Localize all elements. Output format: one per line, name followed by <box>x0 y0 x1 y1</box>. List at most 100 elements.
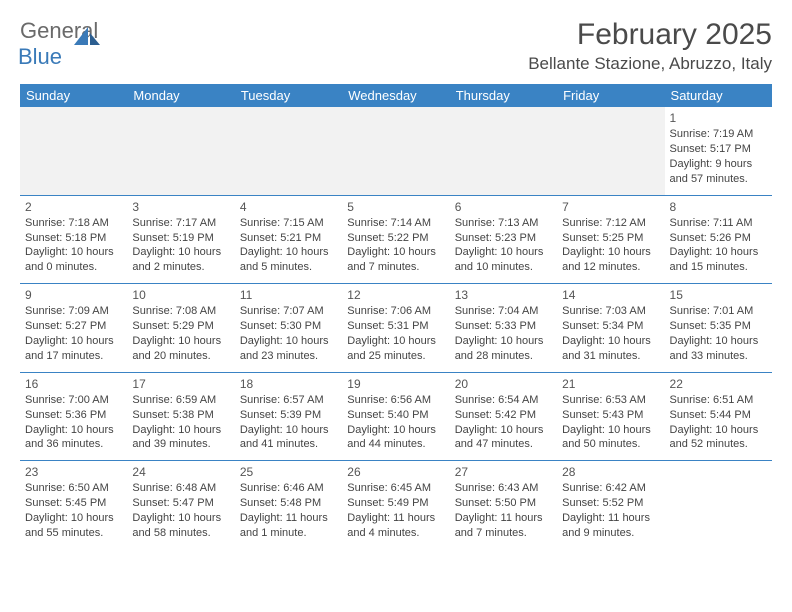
day-sunrise: Sunrise: 6:54 AM <box>455 393 552 408</box>
day-number: 25 <box>240 464 337 480</box>
day-day2: and 0 minutes. <box>25 260 122 275</box>
day-sunset: Sunset: 5:23 PM <box>455 231 552 246</box>
calendar-cell <box>342 107 449 195</box>
day-sunset: Sunset: 5:42 PM <box>455 408 552 423</box>
day-day2: and 7 minutes. <box>455 526 552 541</box>
day-sunset: Sunset: 5:27 PM <box>25 319 122 334</box>
calendar-cell <box>235 107 342 195</box>
day-day1: Daylight: 10 hours <box>670 423 767 438</box>
day-day1: Daylight: 10 hours <box>670 245 767 260</box>
day-sunrise: Sunrise: 7:09 AM <box>25 304 122 319</box>
calendar-row: 2Sunrise: 7:18 AMSunset: 5:18 PM Daylight… <box>20 195 772 284</box>
day-sunset: Sunset: 5:25 PM <box>562 231 659 246</box>
col-saturday: Saturday <box>665 84 772 107</box>
day-day1: Daylight: 9 hours <box>670 157 767 172</box>
calendar-cell: 7Sunrise: 7:12 AMSunset: 5:25 PMDaylight… <box>557 195 664 284</box>
calendar-cell: 17Sunrise: 6:59 AMSunset: 5:38 PMDayligh… <box>127 372 234 461</box>
day-day1: Daylight: 10 hours <box>455 423 552 438</box>
title-block: February 2025 Bellante Stazione, Abruzzo… <box>528 18 772 74</box>
calendar-cell: 19Sunrise: 6:56 AMSunset: 5:40 PMDayligh… <box>342 372 449 461</box>
calendar-cell: 24Sunrise: 6:48 AMSunset: 5:47 PMDayligh… <box>127 461 234 549</box>
page-title: February 2025 <box>528 18 772 52</box>
calendar-cell: 13Sunrise: 7:04 AMSunset: 5:33 PMDayligh… <box>450 284 557 373</box>
day-sunrise: Sunrise: 7:14 AM <box>347 216 444 231</box>
day-sunset: Sunset: 5:49 PM <box>347 496 444 511</box>
day-number: 7 <box>562 199 659 215</box>
day-sunset: Sunset: 5:19 PM <box>132 231 229 246</box>
day-day1: Daylight: 10 hours <box>132 334 229 349</box>
calendar-cell: 1Sunrise: 7:19 AMSunset: 5:17 PMDaylight… <box>665 107 772 195</box>
calendar-row: 9Sunrise: 7:09 AMSunset: 5:27 PMDaylight… <box>20 284 772 373</box>
day-sunrise: Sunrise: 6:42 AM <box>562 481 659 496</box>
day-day2: and 12 minutes. <box>562 260 659 275</box>
day-day2: and 39 minutes. <box>132 437 229 452</box>
day-day2: and 10 minutes. <box>455 260 552 275</box>
day-day1: Daylight: 11 hours <box>347 511 444 526</box>
calendar-cell: 28Sunrise: 6:42 AMSunset: 5:52 PMDayligh… <box>557 461 664 549</box>
day-number: 11 <box>240 287 337 303</box>
day-day1: Daylight: 10 hours <box>347 334 444 349</box>
day-day1: Daylight: 10 hours <box>132 423 229 438</box>
day-day2: and 41 minutes. <box>240 437 337 452</box>
day-day1: Daylight: 10 hours <box>132 245 229 260</box>
day-sunset: Sunset: 5:38 PM <box>132 408 229 423</box>
day-sunrise: Sunrise: 7:01 AM <box>670 304 767 319</box>
day-sunset: Sunset: 5:17 PM <box>670 142 767 157</box>
calendar-cell: 6Sunrise: 7:13 AMSunset: 5:23 PMDaylight… <box>450 195 557 284</box>
day-sunset: Sunset: 5:44 PM <box>670 408 767 423</box>
calendar-cell: 10Sunrise: 7:08 AMSunset: 5:29 PMDayligh… <box>127 284 234 373</box>
day-day1: Daylight: 10 hours <box>240 334 337 349</box>
day-day1: Daylight: 11 hours <box>455 511 552 526</box>
day-number: 28 <box>562 464 659 480</box>
day-number: 26 <box>347 464 444 480</box>
brand-part2: Blue <box>18 44 62 69</box>
day-sunrise: Sunrise: 7:17 AM <box>132 216 229 231</box>
day-sunset: Sunset: 5:36 PM <box>25 408 122 423</box>
day-number: 23 <box>25 464 122 480</box>
day-number: 18 <box>240 376 337 392</box>
day-day2: and 50 minutes. <box>562 437 659 452</box>
day-day1: Daylight: 10 hours <box>132 511 229 526</box>
day-number: 24 <box>132 464 229 480</box>
day-day2: and 17 minutes. <box>25 349 122 364</box>
day-number: 2 <box>25 199 122 215</box>
day-sunset: Sunset: 5:30 PM <box>240 319 337 334</box>
calendar-cell: 21Sunrise: 6:53 AMSunset: 5:43 PMDayligh… <box>557 372 664 461</box>
header: General Blue February 2025 Bellante Staz… <box>20 18 772 74</box>
day-day2: and 1 minute. <box>240 526 337 541</box>
calendar-cell <box>127 107 234 195</box>
day-day1: Daylight: 10 hours <box>347 245 444 260</box>
day-day2: and 52 minutes. <box>670 437 767 452</box>
day-day2: and 28 minutes. <box>455 349 552 364</box>
day-sunrise: Sunrise: 7:11 AM <box>670 216 767 231</box>
calendar-cell: 18Sunrise: 6:57 AMSunset: 5:39 PMDayligh… <box>235 372 342 461</box>
calendar-cell: 8Sunrise: 7:11 AMSunset: 5:26 PMDaylight… <box>665 195 772 284</box>
day-sunrise: Sunrise: 7:07 AM <box>240 304 337 319</box>
calendar-table: Sunday Monday Tuesday Wednesday Thursday… <box>20 84 772 549</box>
calendar-cell: 27Sunrise: 6:43 AMSunset: 5:50 PMDayligh… <box>450 461 557 549</box>
day-day2: and 23 minutes. <box>240 349 337 364</box>
calendar-cell: 3Sunrise: 7:17 AMSunset: 5:19 PMDaylight… <box>127 195 234 284</box>
day-day2: and 25 minutes. <box>347 349 444 364</box>
day-sunset: Sunset: 5:34 PM <box>562 319 659 334</box>
day-day2: and 7 minutes. <box>347 260 444 275</box>
calendar-cell: 2Sunrise: 7:18 AMSunset: 5:18 PMDaylight… <box>20 195 127 284</box>
day-day1: Daylight: 10 hours <box>25 423 122 438</box>
day-number: 21 <box>562 376 659 392</box>
day-number: 16 <box>25 376 122 392</box>
day-sunset: Sunset: 5:18 PM <box>25 231 122 246</box>
calendar-cell: 16Sunrise: 7:00 AMSunset: 5:36 PMDayligh… <box>20 372 127 461</box>
brand-logo: General Blue <box>20 18 102 70</box>
calendar-row: 1Sunrise: 7:19 AMSunset: 5:17 PMDaylight… <box>20 107 772 195</box>
day-sunset: Sunset: 5:43 PM <box>562 408 659 423</box>
day-sunrise: Sunrise: 6:57 AM <box>240 393 337 408</box>
calendar-cell: 25Sunrise: 6:46 AMSunset: 5:48 PMDayligh… <box>235 461 342 549</box>
day-sunrise: Sunrise: 7:18 AM <box>25 216 122 231</box>
day-day2: and 31 minutes. <box>562 349 659 364</box>
calendar-cell: 4Sunrise: 7:15 AMSunset: 5:21 PMDaylight… <box>235 195 342 284</box>
day-sunset: Sunset: 5:45 PM <box>25 496 122 511</box>
day-number: 15 <box>670 287 767 303</box>
day-day1: Daylight: 10 hours <box>455 245 552 260</box>
day-sunset: Sunset: 5:48 PM <box>240 496 337 511</box>
day-sunset: Sunset: 5:33 PM <box>455 319 552 334</box>
